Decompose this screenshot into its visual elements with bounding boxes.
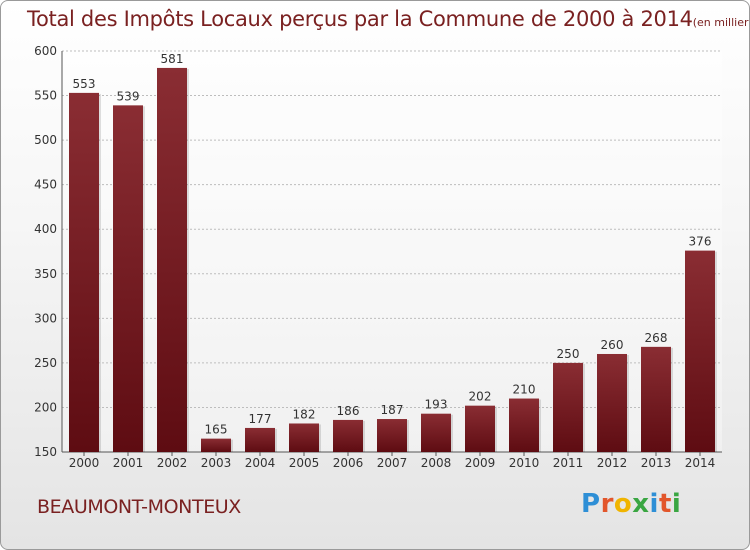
proxiti-logo: Proxiti: [581, 489, 681, 519]
data-label: 376: [689, 235, 712, 249]
x-tick-label: 2013: [641, 456, 672, 470]
logo-letter: i: [649, 489, 659, 519]
logo-letter: x: [632, 489, 650, 519]
bar: [465, 405, 495, 452]
x-tick-label: 2002: [157, 456, 188, 470]
chart-unit-note: (en milliers d'€): [692, 16, 749, 29]
logo-letter: i: [671, 489, 682, 519]
bar: [289, 423, 319, 452]
chart-title-text: Total des Impôts Locaux perçus par la Co…: [27, 7, 693, 31]
bar: [421, 413, 451, 452]
data-label: 250: [557, 347, 580, 361]
data-label: 202: [469, 390, 492, 404]
bar: [685, 250, 715, 452]
y-tick-label: 600: [34, 44, 57, 58]
chart-title: Total des Impôts Locaux perçus par la Co…: [27, 7, 749, 31]
bar: [641, 346, 671, 452]
bar: [69, 92, 99, 452]
x-tick-label: 2007: [377, 456, 408, 470]
logo-letter: o: [613, 489, 633, 519]
bar: [377, 419, 407, 452]
x-tick-label: 2001: [113, 456, 144, 470]
y-tick-label: 250: [34, 356, 57, 370]
data-label: 193: [425, 398, 448, 412]
bar: [597, 353, 627, 452]
data-label: 260: [601, 338, 624, 352]
data-label: 210: [513, 383, 536, 397]
data-label: 187: [381, 403, 404, 417]
logo-letter: P: [581, 489, 601, 519]
data-label: 268: [645, 331, 668, 345]
data-label: 177: [249, 412, 272, 426]
bar: [245, 427, 275, 452]
data-label: 182: [293, 407, 316, 421]
logo-letter: r: [600, 489, 614, 519]
y-tick-label: 550: [34, 89, 57, 103]
y-tick-label: 150: [34, 445, 57, 459]
bar: [113, 105, 143, 452]
x-tick-label: 2000: [69, 456, 100, 470]
data-label: 165: [205, 423, 228, 437]
bar: [157, 67, 187, 452]
y-tick-label: 350: [34, 267, 57, 281]
logo-letter: t: [658, 489, 672, 519]
y-tick-label: 200: [34, 400, 57, 414]
x-tick-label: 2010: [509, 456, 540, 470]
x-tick-label: 2009: [465, 456, 496, 470]
data-label: 581: [161, 52, 184, 66]
x-tick-label: 2011: [553, 456, 584, 470]
commune-name: BEAUMONT-MONTEUX: [37, 496, 241, 518]
data-label: 539: [117, 89, 140, 103]
x-tick-label: 2008: [421, 456, 452, 470]
bar: [553, 362, 583, 452]
bar: [509, 398, 539, 452]
data-label: 186: [337, 404, 360, 418]
bar: [201, 438, 231, 452]
y-tick-label: 300: [34, 311, 57, 325]
data-label: 553: [73, 77, 96, 91]
x-tick-label: 2012: [597, 456, 628, 470]
y-tick-label: 400: [34, 222, 57, 236]
x-tick-label: 2004: [245, 456, 276, 470]
x-tick-label: 2014: [685, 456, 716, 470]
x-tick-label: 2003: [201, 456, 232, 470]
y-tick-label: 500: [34, 133, 57, 147]
bar: [333, 419, 363, 452]
x-tick-label: 2006: [333, 456, 364, 470]
x-tick-label: 2005: [289, 456, 320, 470]
y-tick-label: 450: [34, 178, 57, 192]
